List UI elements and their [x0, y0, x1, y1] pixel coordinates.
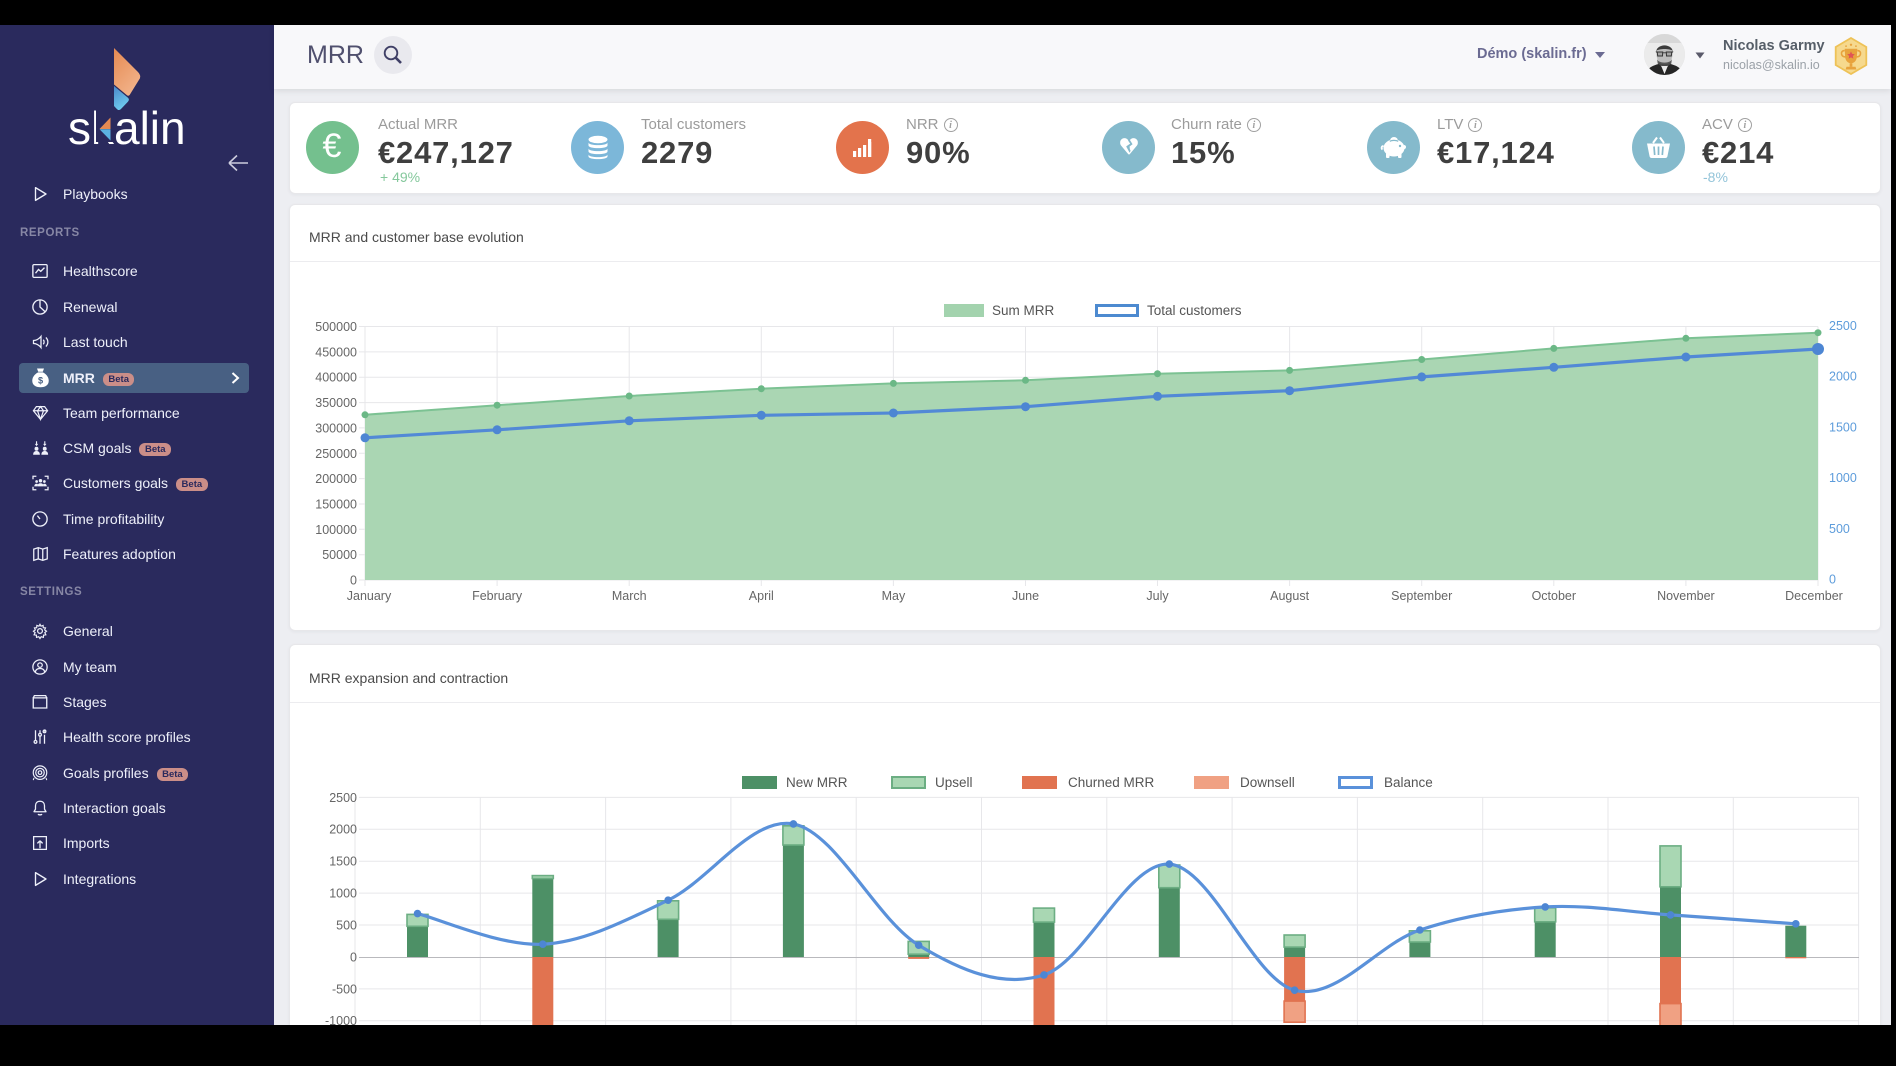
svg-text:1000: 1000 [1829, 471, 1857, 485]
svg-text:2500: 2500 [1829, 319, 1857, 333]
svg-text:Total customers: Total customers [1147, 303, 1242, 318]
svg-text:0: 0 [350, 950, 357, 964]
svg-text:1500: 1500 [329, 855, 357, 869]
svg-text:February: February [472, 589, 523, 603]
svg-text:0: 0 [1829, 573, 1836, 587]
svg-text:2000: 2000 [329, 823, 357, 837]
svg-text:200000: 200000 [315, 472, 357, 486]
svg-text:0: 0 [350, 574, 357, 588]
svg-text:March: March [612, 589, 647, 603]
svg-text:1000: 1000 [329, 887, 357, 901]
svg-text:500: 500 [336, 918, 357, 932]
svg-text:100000: 100000 [315, 523, 357, 537]
svg-text:450000: 450000 [315, 345, 357, 359]
svg-text:1500: 1500 [1829, 420, 1857, 434]
svg-text:September: September [1391, 589, 1452, 603]
svg-text:Upsell: Upsell [935, 775, 973, 790]
svg-text:$: $ [38, 375, 43, 385]
svg-text:-1000: -1000 [325, 1014, 357, 1025]
svg-text:Sum MRR: Sum MRR [992, 303, 1055, 318]
svg-text:July: July [1146, 589, 1169, 603]
svg-text:400000: 400000 [315, 371, 357, 385]
svg-text:January: January [347, 589, 392, 603]
svg-text:2500: 2500 [329, 791, 357, 805]
svg-text:350000: 350000 [315, 396, 357, 410]
svg-text:May: May [882, 589, 906, 603]
svg-text:250000: 250000 [315, 447, 357, 461]
svg-text:Churned MRR: Churned MRR [1068, 775, 1155, 790]
svg-text:New MRR: New MRR [786, 775, 848, 790]
svg-text:150000: 150000 [315, 498, 357, 512]
svg-text:December: December [1785, 589, 1843, 603]
svg-text:-500: -500 [332, 982, 357, 996]
svg-text:300000: 300000 [315, 421, 357, 435]
svg-text:June: June [1012, 589, 1039, 603]
svg-text:April: April [749, 589, 774, 603]
svg-text:October: October [1532, 589, 1576, 603]
svg-text:Downsell: Downsell [1240, 775, 1295, 790]
svg-text:500000: 500000 [315, 320, 357, 334]
svg-text:50000: 50000 [322, 548, 357, 562]
svg-text:August: August [1270, 589, 1309, 603]
svg-text:500: 500 [1829, 522, 1850, 536]
svg-text:2000: 2000 [1829, 370, 1857, 384]
svg-text:Balance: Balance [1384, 775, 1433, 790]
svg-text:November: November [1657, 589, 1715, 603]
